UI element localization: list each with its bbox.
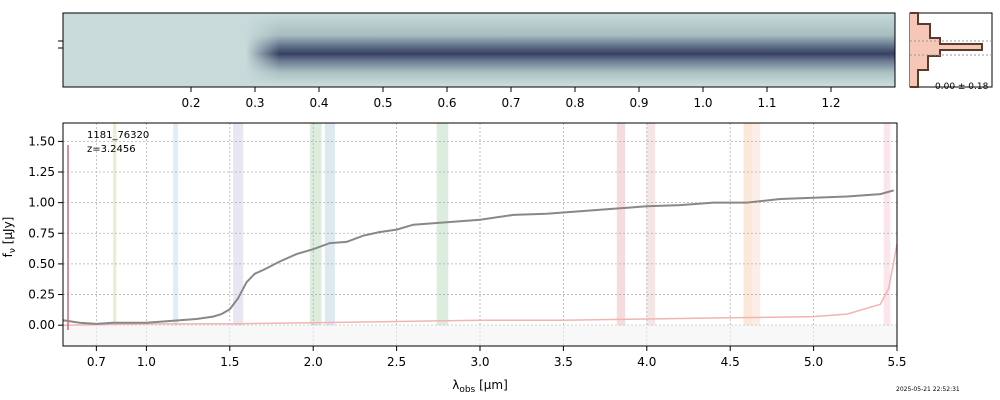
top-xtick-label: 0.9 — [629, 96, 648, 110]
ytick-label: 0.50 — [28, 257, 55, 271]
spectrum-2d-frame — [62, 12, 896, 88]
line-band — [883, 123, 891, 326]
main-xaxis: 0.7 1.0 1.5 2.0 2.5 3.0 3.5 4.0 4.5 5.0 5.5 — [87, 346, 907, 369]
profile-annotation: 0.00 ± 0.18 — [935, 82, 989, 92]
object-id: 1181_76320 — [87, 130, 149, 141]
ytick-label: 0.75 — [28, 226, 55, 240]
xtick-label: 3.5 — [554, 355, 573, 369]
xtick-label: 1.5 — [220, 355, 239, 369]
ytick-label: 1.50 — [28, 134, 55, 148]
xtick-label: 4.5 — [721, 355, 740, 369]
xtick-label: 5.5 — [887, 355, 906, 369]
line-band — [436, 123, 449, 326]
line-band — [743, 123, 752, 326]
main-yaxis: 0.00 0.25 0.50 0.75 1.00 1.25 1.50 — [28, 134, 63, 332]
line-bands — [113, 123, 891, 326]
xtick-label: 2.0 — [304, 355, 323, 369]
top-xtick-label: 1.2 — [821, 96, 840, 110]
timestamp: 2025-05-21 22:52:31 — [896, 386, 960, 393]
xtick-label: 4.0 — [637, 355, 656, 369]
line-band — [646, 123, 656, 326]
line-band — [751, 123, 761, 326]
line-band — [173, 123, 179, 326]
y-axis-label: fν [μJy] — [1, 217, 18, 258]
top-xtick-label: 1.1 — [757, 96, 776, 110]
line-band — [233, 123, 244, 326]
line-band — [113, 123, 117, 326]
line-band — [324, 123, 335, 326]
xtick-label: 2.5 — [387, 355, 406, 369]
top-xtick-label: 0.2 — [181, 96, 200, 110]
x-axis-label: λobs [μm] — [452, 378, 508, 395]
xtick-label: 5.0 — [804, 355, 823, 369]
top-xtick-label: 0.8 — [565, 96, 584, 110]
top-xtick-label: 0.3 — [245, 96, 264, 110]
profile-line — [910, 12, 983, 88]
ytick-label: 0.25 — [28, 288, 55, 302]
top-xtick-label: 0.6 — [437, 96, 456, 110]
xtick-label: 3.0 — [470, 355, 489, 369]
ytick-label: 1.00 — [28, 196, 55, 210]
ytick-label: 0.00 — [28, 318, 55, 332]
spectrum-2d-fade — [63, 13, 895, 87]
ytick-label: 1.25 — [28, 165, 55, 179]
profile-panel: 0.00 ± 0.18 — [909, 12, 993, 92]
spectrum-1d-panel: 0.7 1.0 1.5 2.0 2.5 3.0 3.5 4.0 4.5 5.0 5.5 0.000.… — [1, 122, 907, 395]
redshift-label: z=3.2456 — [87, 144, 136, 155]
top-xtick-label: 1.0 — [693, 96, 712, 110]
line-band — [616, 123, 626, 326]
spectrum-2d-xaxis: 0.2 0.3 0.4 0.5 0.6 0.7 0.8 0.9 1.0 1.1 1.2 — [181, 87, 841, 110]
top-xtick-label: 0.4 — [309, 96, 328, 110]
xtick-label: 1.0 — [137, 355, 156, 369]
flux-spectrum — [62, 189, 894, 325]
top-xtick-label: 0.7 — [501, 96, 520, 110]
error-spectrum — [62, 244, 898, 326]
spectrum-2d-panel: 0.2 0.3 0.4 0.5 0.6 0.7 0.8 0.9 1.0 1.1 1.2 — [58, 12, 896, 110]
line-band — [309, 123, 322, 326]
top-xtick-label: 0.5 — [373, 96, 392, 110]
xtick-label: 0.7 — [87, 355, 106, 369]
